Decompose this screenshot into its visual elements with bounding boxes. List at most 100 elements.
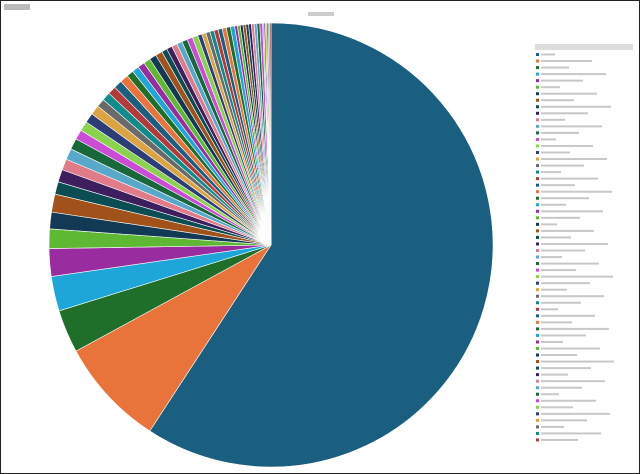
legend-text-placeholder: [541, 373, 568, 376]
legend-swatch: [536, 229, 539, 233]
legend-swatch: [536, 366, 539, 370]
legend-swatch: [536, 405, 539, 409]
legend-swatch: [536, 268, 539, 272]
legend-swatch: [536, 242, 539, 246]
window-label: [4, 4, 30, 10]
legend-swatch: [536, 131, 539, 135]
legend-text-placeholder: [541, 438, 578, 441]
legend-text-placeholder: [541, 112, 588, 115]
legend-swatch: [536, 333, 539, 337]
legend-swatch: [536, 98, 539, 102]
legend-text-placeholder: [541, 210, 603, 213]
legend-text-placeholder: [541, 393, 559, 396]
pie-slice: [269, 22, 272, 246]
legend-text-placeholder: [541, 256, 562, 259]
legend-text-placeholder: [541, 340, 563, 343]
legend-swatch: [536, 425, 539, 429]
legend-text-placeholder: [541, 269, 576, 272]
legend-text-placeholder: [541, 419, 587, 422]
legend-swatch: [536, 392, 539, 396]
legend-text-placeholder: [541, 229, 594, 232]
legend-swatch: [536, 196, 539, 200]
legend-swatch: [536, 373, 539, 377]
legend-swatch: [536, 222, 539, 226]
legend-text-placeholder: [541, 184, 575, 187]
legend-swatch: [536, 438, 539, 442]
legend-text-placeholder: [541, 347, 600, 350]
legend-text-placeholder: [541, 288, 567, 291]
legend-swatch: [536, 183, 539, 187]
legend-text-placeholder: [541, 60, 592, 63]
legend-swatch: [536, 209, 539, 213]
legend-swatch: [536, 275, 539, 279]
legend-text-placeholder: [541, 321, 572, 324]
legend-swatch: [536, 216, 539, 220]
legend-text-placeholder: [541, 262, 599, 265]
legend-text-placeholder: [541, 236, 571, 239]
legend-text-placeholder: [541, 151, 570, 154]
legend-text-placeholder: [541, 412, 610, 415]
legend-text-placeholder: [541, 380, 605, 383]
pie: [48, 22, 494, 468]
legend-text-placeholder: [541, 275, 613, 278]
legend-text-placeholder: [541, 282, 590, 285]
legend-text-placeholder: [541, 301, 581, 304]
legend-text-placeholder: [541, 92, 597, 95]
legend-swatch: [536, 235, 539, 239]
legend-text-placeholder: [541, 216, 580, 219]
legend-text-placeholder: [541, 432, 601, 435]
legend-text-placeholder: [541, 138, 556, 141]
legend-swatch: [536, 164, 539, 168]
legend-text-placeholder: [541, 406, 573, 409]
legend-swatch: [536, 288, 539, 292]
legend-text-placeholder: [541, 105, 611, 108]
legend-text-placeholder: [541, 334, 586, 337]
legend-text-placeholder: [541, 164, 584, 167]
legend-swatch: [536, 190, 539, 194]
legend-text-placeholder: [541, 118, 565, 121]
legend-text-placeholder: [541, 425, 564, 428]
legend-swatch: [536, 53, 539, 56]
legend-text-placeholder: [541, 125, 602, 128]
legend-swatch: [536, 72, 539, 76]
legend-text-placeholder: [541, 242, 608, 245]
legend-swatch: [536, 320, 539, 324]
legend-swatch: [536, 399, 539, 403]
legend-swatch: [536, 386, 539, 390]
pie-slice: [75, 244, 272, 432]
legend-swatch: [536, 92, 539, 96]
legend-swatch: [536, 360, 539, 364]
legend-swatch: [536, 177, 539, 181]
legend-swatch: [536, 347, 539, 350]
legend-swatch: [536, 203, 539, 207]
legend-text-placeholder: [541, 354, 577, 357]
legend-swatch: [536, 137, 539, 141]
legend-swatch: [536, 353, 539, 357]
legend-text-placeholder: [541, 203, 566, 206]
legend-swatch: [536, 170, 539, 174]
legend-swatch: [536, 262, 539, 266]
legend-text-placeholder: [541, 399, 596, 402]
legend-swatch: [536, 281, 539, 285]
legend-swatch: [536, 379, 539, 383]
legend-swatch: [536, 59, 539, 63]
legend-swatch: [536, 249, 539, 252]
legend-swatch: [536, 79, 539, 83]
legend-swatch: [536, 412, 539, 416]
pie-slice: [149, 22, 494, 468]
legend-swatch: [536, 294, 539, 298]
legend-swatch: [536, 418, 539, 422]
legend-text-placeholder: [541, 79, 583, 82]
legend-text-placeholder: [541, 177, 598, 180]
legend-text-placeholder: [541, 308, 558, 311]
legend-text-placeholder: [541, 295, 604, 298]
legend-text-placeholder: [541, 53, 555, 56]
legend-swatch: [536, 327, 539, 331]
legend-swatch: [536, 124, 539, 128]
legend-text-placeholder: [541, 386, 582, 389]
legend-swatch: [536, 301, 539, 305]
legend-text-placeholder: [541, 327, 609, 330]
legend-swatch: [536, 66, 539, 70]
